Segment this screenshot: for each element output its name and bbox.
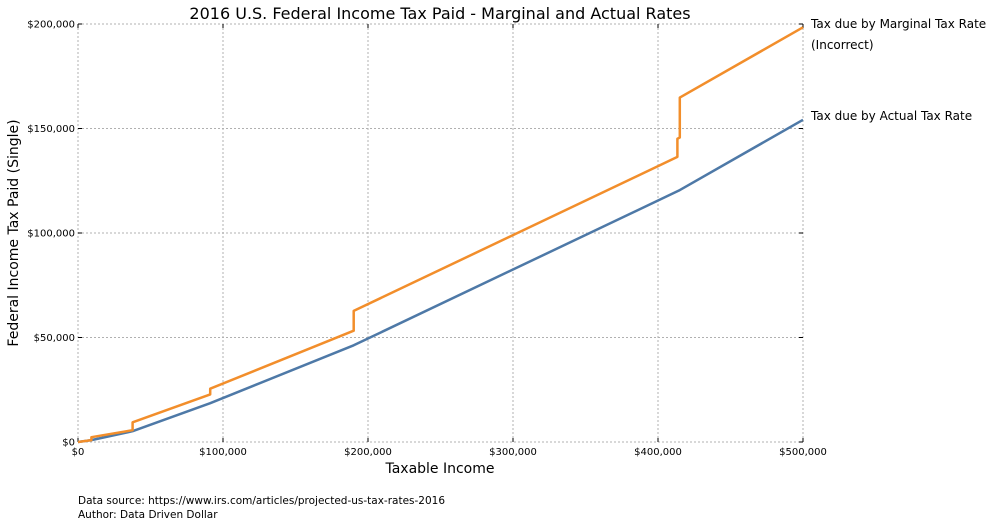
x-tick-label: $100,000 xyxy=(199,447,247,458)
series-lines xyxy=(77,26,804,444)
y-tick-label: $150,000 xyxy=(27,124,75,135)
y-axis-label: Federal Income Tax Paid (Single) xyxy=(6,119,22,346)
chart-title: 2016 U.S. Federal Income Tax Paid - Marg… xyxy=(189,4,690,23)
y-tick-label: $100,000 xyxy=(27,229,75,240)
x-tick-label: $400,000 xyxy=(634,447,682,458)
series-line-marginal xyxy=(77,26,804,444)
y-tick-label: $50,000 xyxy=(34,333,75,344)
y-tick-label: $200,000 xyxy=(27,20,75,31)
x-tick-label: $500,000 xyxy=(779,447,827,458)
grid-lines xyxy=(77,23,804,443)
data-source-note: Data source: https://www.irs.com/article… xyxy=(78,495,446,507)
x-tick-label: $200,000 xyxy=(344,447,392,458)
axis-ticks: $0 $100,000 $200,000 $300,000 $400,000 $500,0… xyxy=(27,20,827,459)
series-label-marginal: Tax due by Marginal Tax Rate xyxy=(810,17,986,31)
series-line-actual xyxy=(77,118,804,444)
author-note: Author: Data Driven Dollar xyxy=(78,509,218,521)
series-label-actual: Tax due by Actual Tax Rate xyxy=(810,109,972,123)
x-tick-label: $0 xyxy=(72,447,85,458)
x-axis-label: Taxable Income xyxy=(384,461,494,477)
x-tick-label: $300,000 xyxy=(489,447,537,458)
y-tick-label: $0 xyxy=(62,438,75,449)
series-label-marginal-note: (Incorrect) xyxy=(811,38,874,52)
